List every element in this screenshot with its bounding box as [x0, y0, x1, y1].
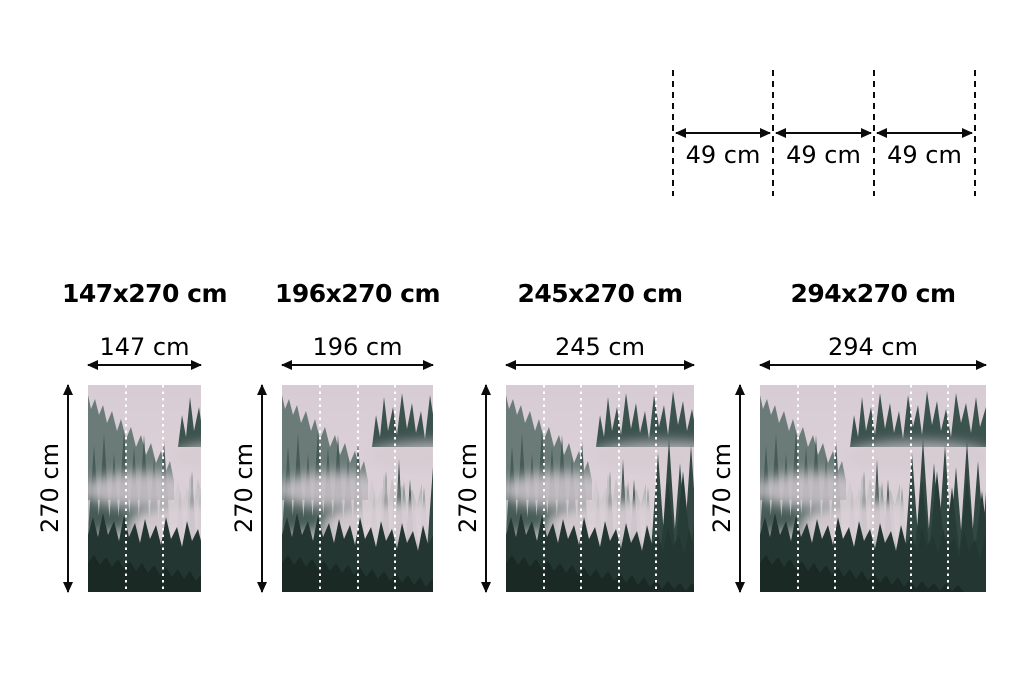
panel-seam-line: [124, 385, 127, 592]
panel-width-label: 49 cm: [786, 141, 861, 169]
panel-seam-line: [872, 385, 874, 592]
panel-width-arrow: [776, 132, 871, 134]
width-dimension-label: 147 cm: [99, 333, 190, 361]
width-dimension-label: 196 cm: [312, 333, 403, 361]
width-dimension-arrow: [760, 364, 986, 366]
size-variant-294x270: 294x270 cm 294 cm 270 cm: [708, 0, 986, 680]
height-dimension-label: 270 cm: [230, 442, 258, 534]
height-dimension-label: 270 cm: [36, 442, 64, 534]
panel-width-arrow: [676, 132, 770, 134]
variant-title: 147x270 cm: [61, 279, 228, 308]
panel-boundary-line: [772, 70, 774, 196]
panel-boundary-line: [873, 70, 875, 196]
height-dimension-label: 270 cm: [454, 442, 482, 534]
panel-seam-line: [356, 385, 359, 592]
width-dimension-label: 245 cm: [554, 333, 646, 361]
panel-seam-line: [162, 385, 165, 592]
height-dimension-arrow: [261, 385, 263, 592]
panel-seam-line: [947, 385, 950, 592]
width-dimension-arrow: [282, 364, 433, 366]
width-dimension-label: 294 cm: [827, 333, 919, 361]
panel-seam-line: [318, 385, 321, 592]
variant-title: 245x270 cm: [517, 279, 683, 308]
mural-preview-image: [506, 385, 694, 592]
panel-seam-line: [796, 385, 799, 592]
panel-seam-line: [394, 385, 397, 592]
panel-seam-line: [617, 385, 620, 592]
panel-width-diagram: 49 cm 49 cm 49 cm: [672, 70, 976, 196]
mural-preview-image: [760, 385, 986, 592]
variant-title: 196x270 cm: [274, 279, 441, 308]
panel-width-arrow: [877, 132, 972, 134]
width-dimension-arrow: [88, 364, 201, 366]
panel-width-label: 49 cm: [685, 141, 761, 169]
width-dimension-arrow: [506, 364, 694, 366]
panel-seam-line: [834, 385, 837, 592]
panel-segment: 49 cm: [774, 70, 873, 196]
panel-seam-line: [655, 385, 658, 592]
mural-preview-image: [88, 385, 201, 592]
size-variant-245x270: 245x270 cm 245 cm 270 cm: [454, 0, 694, 680]
panel-segment: 49 cm: [674, 70, 772, 196]
size-variant-196x270: 196x270 cm 196 cm 270 cm: [230, 0, 441, 680]
height-dimension-label: 270 cm: [708, 442, 736, 534]
height-dimension-arrow: [739, 385, 741, 592]
variant-title: 294x270 cm: [790, 279, 956, 308]
panel-seam-line: [909, 385, 912, 592]
panel-boundary-line: [672, 70, 674, 196]
panel-segment: 49 cm: [875, 70, 974, 196]
panel-boundary-line: [974, 70, 976, 196]
panel-seam-line: [542, 385, 545, 592]
mural-preview-image: [282, 385, 433, 592]
size-variant-147x270: 147x270 cm 147 cm 270 cm: [36, 0, 228, 680]
height-dimension-arrow: [485, 385, 487, 592]
height-dimension-arrow: [67, 385, 69, 592]
panel-seam-line: [580, 385, 583, 592]
panel-width-label: 49 cm: [887, 141, 962, 169]
